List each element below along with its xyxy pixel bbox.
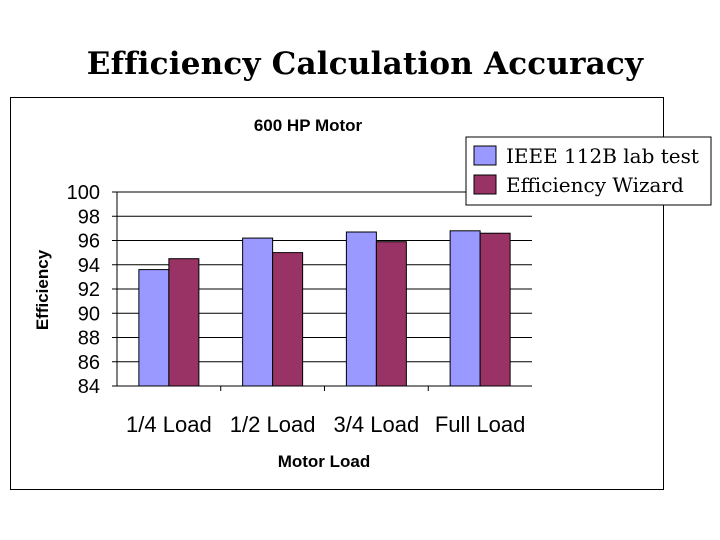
chart-title: 600 HP Motor xyxy=(254,116,363,135)
bars xyxy=(138,230,511,387)
bar-wizard xyxy=(375,241,407,387)
bar-ieee xyxy=(138,269,170,387)
y-tick-label: 92 xyxy=(78,279,100,301)
y-tick-label: 86 xyxy=(78,352,100,374)
bar-wizard xyxy=(479,232,511,387)
y-tick-label: 100 xyxy=(67,182,100,204)
category-labels: 1/4 Load 1/2 Load 3/4 Load Full Load xyxy=(126,412,525,437)
slide-title: Efficiency Calculation Accuracy xyxy=(86,46,644,82)
y-tick-label: 84 xyxy=(78,376,100,398)
legend-box xyxy=(465,136,712,206)
legend-label: Efficiency Wizard xyxy=(506,173,684,197)
legend-swatch xyxy=(473,145,497,166)
y-tick-label: 98 xyxy=(78,206,100,228)
bar-ieee xyxy=(242,237,274,387)
bar-ieee xyxy=(345,231,377,387)
category-label: Full Load xyxy=(435,412,526,437)
category-label: 1/2 Load xyxy=(230,412,316,437)
bar-ieee xyxy=(449,230,481,387)
bar-wizard xyxy=(272,252,304,387)
legend-label: IEEE 112B lab test xyxy=(506,144,699,168)
y-tick-label: 96 xyxy=(78,231,100,253)
category-label: 1/4 Load xyxy=(126,412,212,437)
bar-wizard xyxy=(168,258,200,387)
y-tick-label: 88 xyxy=(78,328,100,350)
category-label: 3/4 Load xyxy=(334,412,420,437)
y-axis-title: Efficiency xyxy=(33,249,52,330)
legend-swatch xyxy=(473,174,497,195)
axes xyxy=(112,191,532,391)
y-tick-label: 94 xyxy=(78,255,100,277)
y-tick-label: 90 xyxy=(78,303,100,325)
x-axis-title: Motor Load xyxy=(278,452,371,471)
legend: IEEE 112B lab test Efficiency Wizard xyxy=(465,136,712,206)
